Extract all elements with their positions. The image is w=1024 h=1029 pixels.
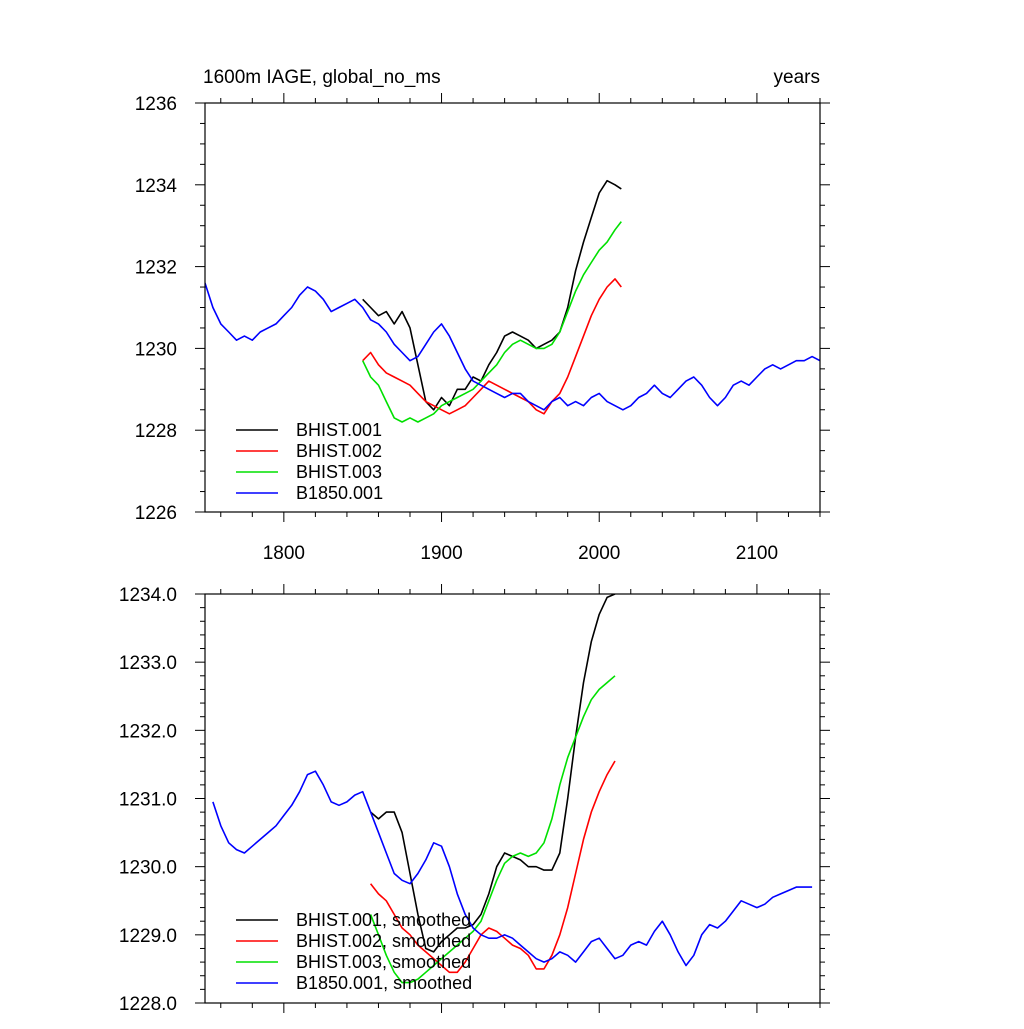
panel2-series-line-4 bbox=[212, 770, 813, 967]
panel1-x-tick-label: 2000 bbox=[578, 543, 620, 564]
panel2-series-line-1 bbox=[370, 594, 616, 953]
panel2-y-tick-label: 1228.0 bbox=[119, 994, 177, 1015]
panel1-legend-label-4: B1850.001 bbox=[296, 483, 383, 503]
panel1-x-tick-label: 1800 bbox=[263, 543, 305, 564]
panel2-legend-label-3: BHIST.003, smoothed bbox=[296, 952, 471, 972]
chart-right-title: years bbox=[774, 67, 820, 88]
panel2-series-line-2 bbox=[369, 760, 616, 974]
panel2-y-tick-label: 1233.0 bbox=[119, 653, 177, 674]
panel2-series-line-3 bbox=[369, 675, 616, 984]
panel1-legend-label-1: BHIST.001 bbox=[296, 420, 382, 440]
panel2-legend-label-2: BHIST.002, smoothed bbox=[296, 931, 471, 951]
panel1-x-tick-label: 2100 bbox=[736, 543, 778, 564]
panel1-y-tick-label: 1228 bbox=[135, 421, 177, 442]
panel2-y-tick-label: 1234.0 bbox=[119, 585, 177, 606]
panel1-legend-label-3: BHIST.003 bbox=[296, 462, 382, 482]
chart-title: 1600m IAGE, global_no_ms bbox=[203, 67, 441, 88]
panel1-series-line-4 bbox=[205, 282, 820, 411]
panel2-y-tick-label: 1231.0 bbox=[119, 790, 177, 811]
panel1-legend-label-2: BHIST.002 bbox=[296, 441, 382, 461]
panel2-legend-label-4: B1850.001, smoothed bbox=[296, 973, 472, 993]
panel2-y-tick-label: 1229.0 bbox=[119, 926, 177, 947]
panel1-y-tick-label: 1236 bbox=[135, 94, 177, 115]
panel1-series-line-2 bbox=[362, 278, 622, 415]
panel1-y-tick-label: 1234 bbox=[135, 176, 178, 197]
panel1-series-line-1 bbox=[362, 179, 622, 411]
panel1-y-tick-label: 1232 bbox=[135, 258, 177, 279]
panel2-y-tick-label: 1230.0 bbox=[119, 858, 177, 879]
panel1-x-tick-label: 1900 bbox=[420, 543, 462, 564]
panel2-legend-label-1: BHIST.001, smoothed bbox=[296, 910, 471, 930]
panel1-y-tick-label: 1230 bbox=[135, 339, 177, 360]
panel2-y-tick-label: 1232.0 bbox=[119, 721, 177, 742]
panel1-y-tick-label: 1226 bbox=[135, 503, 177, 524]
panel1-series-line-3 bbox=[361, 221, 622, 423]
